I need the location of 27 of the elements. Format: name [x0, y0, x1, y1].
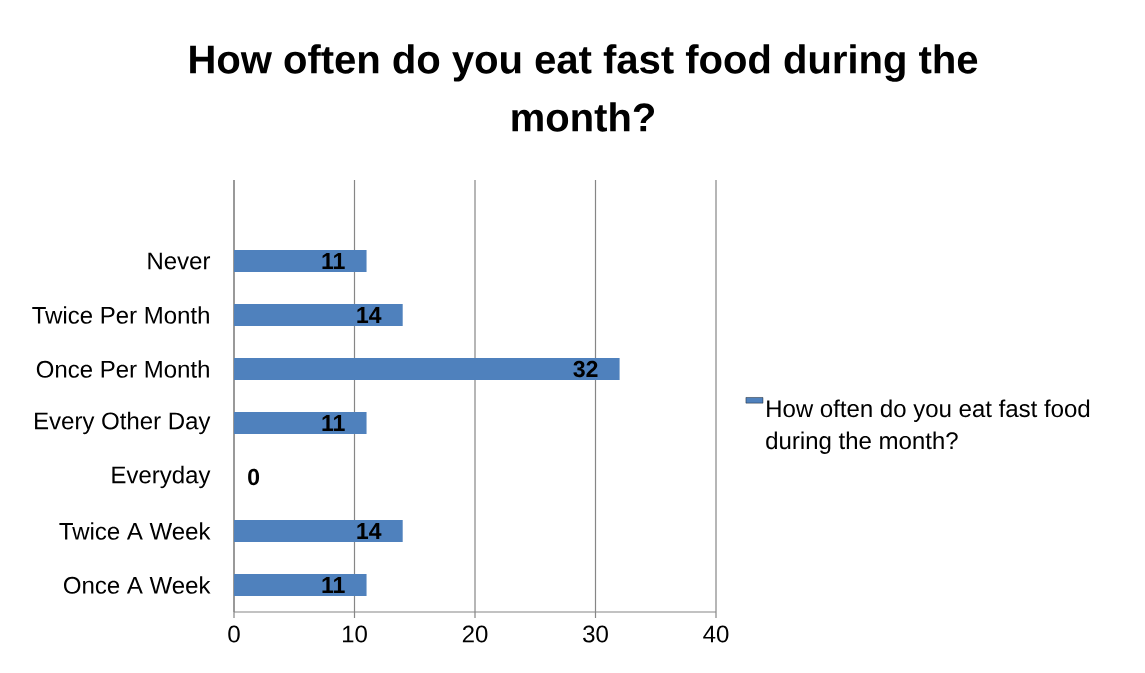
legend-label: How often do you eat fast food during the month?	[766, 399, 1090, 454]
bar	[234, 358, 620, 380]
bar	[234, 412, 367, 434]
y-tick-label: Once Per Month	[36, 360, 209, 378]
data-label: 14	[357, 307, 382, 323]
bar	[234, 520, 403, 542]
x-tick-label: 30	[583, 625, 608, 643]
y-tick-label: Everyday	[112, 465, 211, 489]
data-label: 0	[248, 468, 260, 486]
bar	[234, 574, 367, 596]
x-tick-label: 0	[228, 625, 240, 643]
y-tick-label: Twice Per Month	[32, 306, 209, 324]
y-tick-label: Once A Week	[63, 576, 211, 594]
data-label: 11	[322, 415, 345, 431]
data-label: 32	[573, 360, 598, 378]
data-label: 11	[322, 253, 345, 269]
data-label: 14	[357, 523, 382, 539]
chart-title: How often do you eat fast food during the month?	[190, 44, 978, 132]
x-tick-label: 40	[703, 625, 729, 643]
bar	[234, 304, 403, 326]
y-tick-label: Twice A Week	[59, 522, 211, 540]
x-tick-label: 20	[462, 625, 488, 643]
data-label: 11	[322, 577, 345, 593]
bar	[234, 250, 367, 272]
y-tick-label: Every Other Day	[35, 411, 211, 435]
y-tick-label: Never	[148, 252, 211, 270]
x-tick-label: 10	[342, 625, 367, 643]
